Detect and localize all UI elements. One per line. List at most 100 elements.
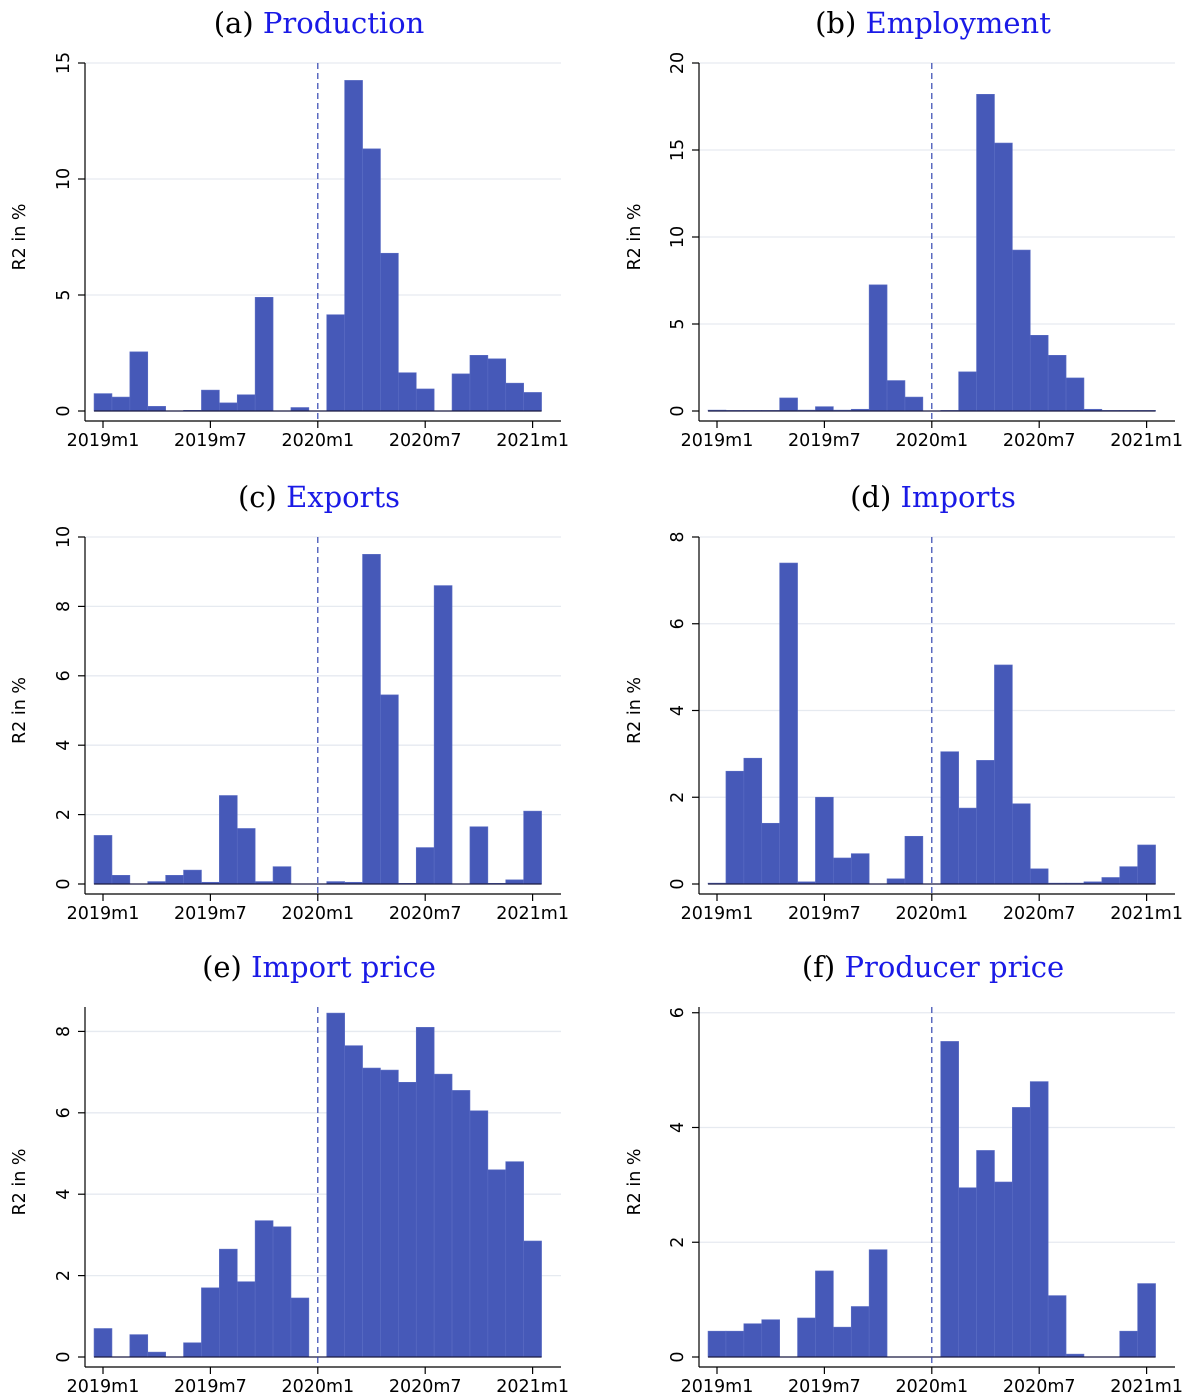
y-axis-label: R2 in %	[10, 677, 30, 744]
x-tick-label: 2019m7	[788, 431, 861, 451]
y-tick-label: 4	[668, 705, 688, 716]
bar-2021m1	[1137, 1283, 1156, 1358]
panel-exports: (c) Exports 0 2 4 6 8 10 R2 in % 2019m1 2019m7 202…	[10, 480, 569, 924]
bar-2020m7	[1029, 1081, 1049, 1358]
bar-2019m11	[886, 878, 906, 885]
y-tick-label: 0	[668, 1351, 688, 1362]
bar-2019m2	[111, 396, 131, 412]
x-tick-label: 2021m1	[1110, 904, 1183, 924]
y-tick-label: 10	[54, 168, 74, 190]
bar-2020m5	[994, 142, 1013, 412]
bar-2019m4	[761, 822, 780, 885]
bar-2021m1	[1137, 844, 1156, 885]
bar-2020m5	[994, 1181, 1013, 1358]
bar-2020m6	[398, 1081, 417, 1358]
panel-label: (a)	[214, 6, 263, 40]
panel-title: (e) Import price	[202, 950, 436, 984]
bar-2019m6	[183, 1342, 202, 1358]
bar-2020m4	[976, 1150, 995, 1358]
x-tick-label: 2019m7	[788, 904, 861, 924]
bar-2019m8	[219, 1248, 238, 1358]
x-tick-label: 2020m1	[281, 1377, 354, 1396]
panel-label: (d)	[850, 480, 900, 514]
panel-title-name: Employment	[866, 6, 1052, 40]
bar-2019m4	[761, 1319, 780, 1358]
x-tick-label: 2021m1	[1110, 1377, 1183, 1396]
x-tick-label: 2019m7	[174, 1377, 247, 1396]
bar-2019m8	[833, 1326, 852, 1358]
panel-title-name: Imports	[901, 480, 1016, 514]
panel-import-price: (e) Import price 0 2 4 6 8 R2 in % 2019m1 2019m7…	[10, 950, 569, 1396]
bar-2019m4	[147, 1351, 166, 1358]
bar-2020m5	[994, 664, 1013, 885]
panel-title: (a) Production	[214, 6, 425, 40]
bar-2019m8	[833, 857, 852, 885]
y-tick-label: 4	[668, 1122, 688, 1133]
x-tick-label: 2020m1	[281, 904, 354, 924]
bar-2019m7	[201, 1287, 220, 1358]
y-tick-label: 4	[54, 1189, 74, 1200]
x-tick-label: 2019m7	[788, 1377, 861, 1396]
y-axis-label: R2 in %	[625, 677, 645, 744]
bar-2020m5	[380, 1069, 399, 1358]
y-tick-label: 20	[668, 52, 688, 74]
bar-2019m9	[236, 1281, 256, 1358]
bar-2019m3	[743, 757, 763, 885]
y-tick-label: 15	[668, 139, 688, 161]
bar-2020m2	[940, 751, 959, 885]
y-tick-label: 0	[668, 405, 688, 416]
panel-imports: (d) Imports 0 2 4 6 8 R2 in % 2019m1 2019m7 2020m…	[625, 480, 1183, 924]
x-tick-label: 2020m7	[1003, 1377, 1076, 1396]
bar-2021m1	[523, 392, 542, 412]
y-tick-label: 4	[54, 740, 74, 751]
bar-2019m2	[725, 770, 745, 885]
bar-2019m8	[219, 402, 238, 412]
panel-label: (b)	[815, 6, 865, 40]
bar-2019m9	[850, 853, 870, 885]
y-tick-label: 6	[54, 670, 74, 681]
bar-2019m10	[254, 297, 274, 412]
y-tick-label: 2	[668, 792, 688, 803]
x-tick-label: 2021m1	[496, 431, 569, 451]
x-tick-label: 2020m7	[389, 904, 462, 924]
y-tick-label: 0	[54, 878, 74, 889]
y-tick-label: 8	[668, 531, 688, 542]
panel-title-name: Exports	[286, 480, 400, 514]
bar-2020m7	[415, 847, 435, 885]
x-tick-label: 2020m1	[895, 904, 968, 924]
panel-title-name: Producer price	[844, 950, 1064, 984]
bar-2020m12	[505, 382, 524, 412]
bar-2021m1	[523, 1240, 542, 1358]
bar-2019m4	[147, 406, 166, 412]
panel-production: (a) Production 0 5 10 15 R2 in % 2019m1 2019m7 2…	[10, 6, 569, 451]
x-tick-label: 2020m7	[1003, 431, 1076, 451]
bar-2020m6	[1012, 803, 1031, 885]
y-tick-label: 0	[668, 878, 688, 889]
x-tick-label: 2019m1	[681, 431, 754, 451]
bar-2019m1	[93, 835, 113, 885]
y-tick-label: 5	[668, 318, 688, 329]
bar-2019m7	[815, 406, 834, 412]
x-tick-label: 2019m7	[174, 431, 247, 451]
bar-2020m5	[380, 694, 399, 885]
bar-2020m9	[1065, 377, 1085, 412]
bar-2019m9	[236, 828, 256, 885]
bar-2019m3	[129, 1334, 149, 1358]
panel-employment: (b) Employment 0 5 10 15 20 R2 in % 2019m1 2019m…	[625, 6, 1183, 451]
bar-2020m6	[398, 372, 417, 412]
bar-2019m11	[272, 1226, 292, 1358]
x-tick-label: 2019m1	[681, 1377, 754, 1396]
bar-2020m8	[1047, 355, 1067, 412]
bar-2019m7	[201, 389, 220, 412]
panel-label: (c)	[238, 480, 286, 514]
bar-2019m3	[129, 351, 149, 412]
bar-2020m4	[976, 760, 995, 885]
x-tick-label: 2020m7	[1003, 904, 1076, 924]
panel-title: (b) Employment	[815, 6, 1051, 40]
bar-2020m6	[1012, 1107, 1031, 1358]
y-tick-label: 5	[54, 289, 74, 300]
bar-2020m10	[469, 1110, 489, 1358]
bar-2019m1	[93, 1328, 113, 1358]
bar-2019m1	[93, 393, 113, 412]
bar-2020m6	[1012, 249, 1031, 412]
